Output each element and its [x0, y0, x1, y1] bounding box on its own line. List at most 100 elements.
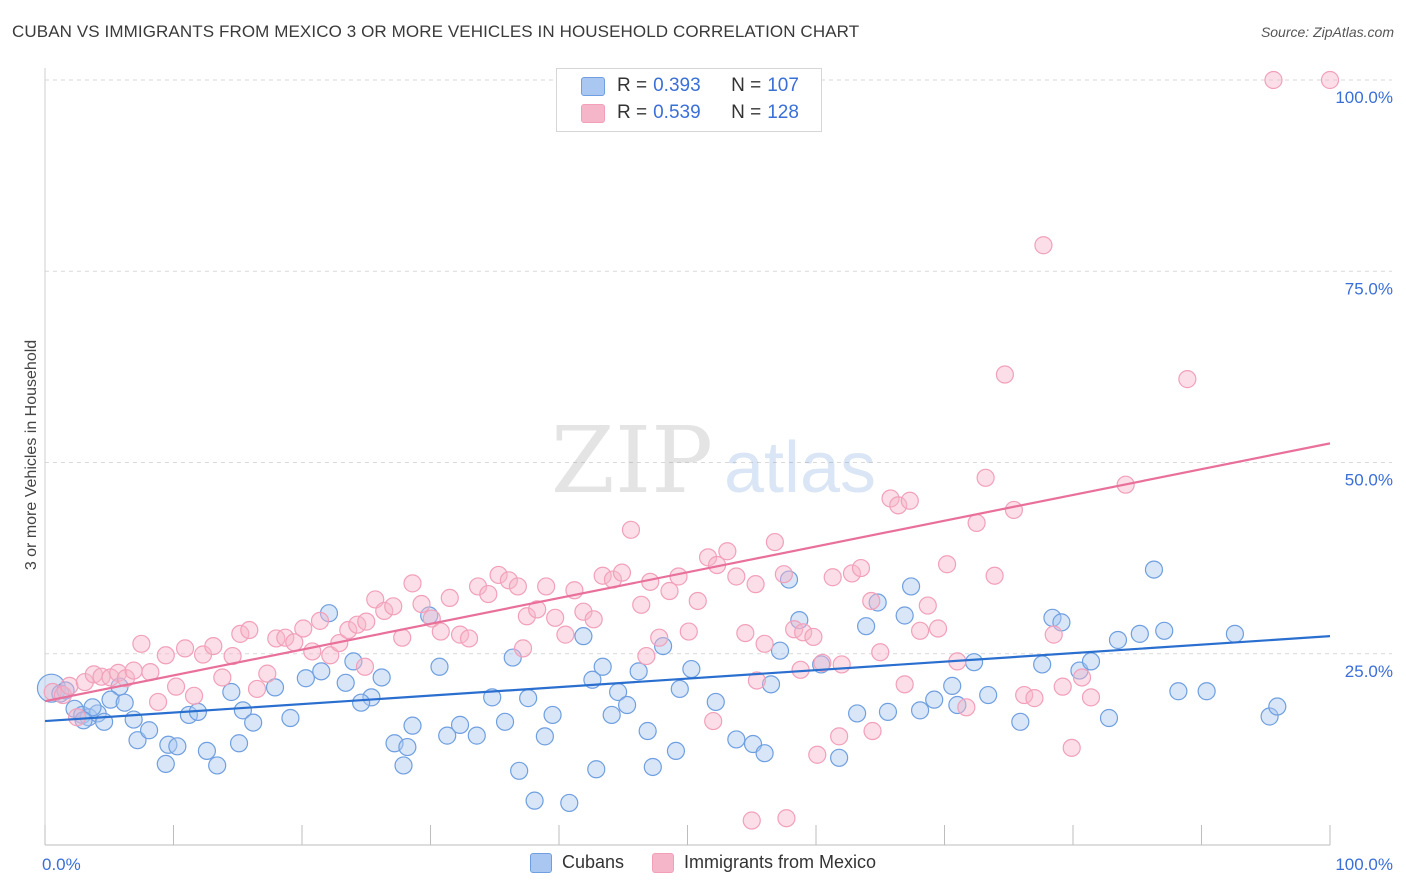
r-label: R =	[617, 75, 648, 96]
mexico-point	[900, 491, 919, 510]
legend-label: Cubans	[561, 852, 624, 872]
cubans-point	[265, 678, 285, 697]
axes	[44, 68, 1331, 846]
mexico-point	[777, 809, 796, 828]
cubans-point	[587, 760, 606, 779]
cubans-point	[438, 726, 457, 745]
cubans-point	[1197, 682, 1216, 701]
cubans-swatch	[529, 852, 552, 873]
mexico-point	[937, 555, 957, 574]
mexico-point	[765, 532, 784, 552]
cubans-point	[1099, 708, 1119, 728]
cubans-point	[830, 748, 849, 767]
cubans-point	[281, 708, 300, 728]
mexico-point	[794, 623, 813, 642]
mexico-point	[704, 711, 723, 731]
cubans-point	[296, 669, 315, 688]
cubans-point	[1033, 655, 1052, 674]
mexico-point	[967, 513, 986, 533]
mexico-trend-line	[44, 442, 1331, 703]
watermark: ZIP atlas	[551, 407, 876, 514]
mexico-point	[650, 628, 669, 647]
mexico-point	[431, 622, 450, 641]
cubans-point	[761, 675, 781, 694]
mexico-point	[1320, 70, 1340, 90]
cubans-point	[878, 702, 898, 721]
tick-labels: 25.0% 50.0% 75.0% 100.0% 0.0% 100.0%	[42, 88, 1393, 874]
mexico-point	[459, 629, 479, 648]
trend-lines	[44, 442, 1331, 723]
mexico-point	[1072, 668, 1092, 687]
cubans-point	[503, 648, 522, 667]
cubans-point	[755, 744, 774, 763]
x-tick-label: 100.0%	[1335, 855, 1393, 874]
mexico-point	[489, 565, 508, 585]
mexico-point	[294, 619, 313, 638]
mexico-point	[403, 574, 422, 593]
mexico-point	[823, 568, 842, 587]
mexico-point	[851, 558, 871, 578]
legend-item-mexico[interactable]: Immigrants from Mexico	[652, 852, 876, 873]
mexico-point	[412, 594, 431, 614]
mexico-point	[871, 643, 890, 662]
mexico-point	[213, 668, 232, 687]
cubans-point	[602, 705, 621, 725]
cubans-point	[1260, 707, 1279, 726]
mexico-point	[258, 664, 277, 683]
mexico-point	[124, 661, 143, 680]
mexico-point	[637, 646, 656, 666]
cubans-point	[1081, 652, 1101, 671]
cubans-point	[344, 652, 363, 671]
cubans-point	[779, 570, 799, 589]
mexico-point	[1264, 70, 1283, 90]
mexico-point	[881, 489, 900, 508]
cubans-point	[101, 690, 120, 709]
mexico-point	[1081, 688, 1101, 707]
cubans-point	[901, 577, 921, 596]
cubans-point	[682, 659, 701, 679]
mexico-point	[736, 623, 755, 643]
r-label: R =	[617, 102, 648, 123]
mexico-point	[863, 721, 882, 741]
cubans-point	[398, 737, 417, 757]
mexico-point	[450, 625, 470, 644]
cubans-point	[1268, 697, 1287, 716]
mexico-point	[688, 591, 707, 611]
cubans-point	[1130, 624, 1149, 643]
cubans-point	[629, 662, 648, 681]
mexico-point	[1004, 500, 1023, 520]
mexico-point	[755, 634, 774, 653]
chart-title: CUBAN VS IMMIGRANTS FROM MEXICO 3 OR MOR…	[12, 22, 860, 41]
cubans-point	[895, 606, 914, 625]
cubans-point	[670, 679, 689, 699]
legend-item-cubans[interactable]: Cubans	[529, 852, 624, 873]
mexico-point	[156, 646, 175, 665]
cubans-point	[638, 721, 657, 741]
cubans-point	[510, 761, 529, 780]
mexico-point	[513, 639, 533, 658]
mexico-point	[593, 566, 612, 585]
y-tick-label: 100.0%	[1335, 88, 1393, 107]
mexico-point	[621, 520, 641, 539]
mexico-point	[612, 563, 632, 582]
mexico-point	[468, 577, 488, 596]
cubans-point	[244, 713, 263, 732]
mexico-point	[357, 612, 376, 631]
mexico-point	[240, 620, 259, 640]
mexico-point	[1025, 689, 1044, 708]
mexico-point	[669, 567, 688, 586]
cubans-point	[372, 668, 391, 687]
cubans-point	[124, 710, 143, 729]
y-tick-label: 25.0%	[1345, 662, 1393, 681]
cubans-point	[1144, 560, 1164, 579]
cubans-point	[618, 695, 637, 715]
mexico-point	[339, 620, 358, 640]
mexico-point	[584, 610, 603, 629]
cubans-point	[979, 685, 998, 705]
cubans-point	[1108, 630, 1128, 650]
mexico-point	[957, 698, 976, 717]
mexico-point	[862, 591, 881, 611]
mexico-point	[537, 577, 556, 596]
cubans-point	[312, 662, 331, 681]
n-label: N =	[731, 75, 762, 96]
